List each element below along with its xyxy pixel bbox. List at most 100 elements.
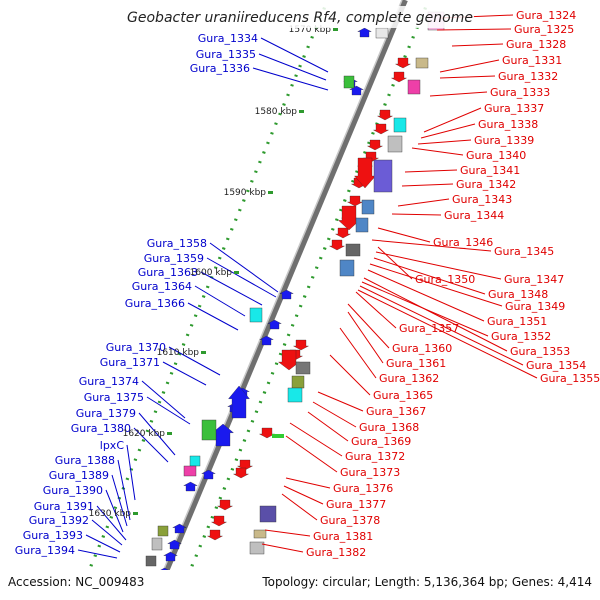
gene-feature-cyan [189, 455, 201, 467]
gene-label-right: Gura_1377 [326, 498, 386, 511]
gene-label-left: Gura_1391 [34, 500, 94, 513]
gene-label-right: Gura_1382 [306, 546, 366, 559]
gene-label-left: Gura_1334 [198, 32, 258, 45]
gene-label-right: Gura_1362 [379, 372, 439, 385]
scale-label: 1570 kbp [289, 25, 332, 35]
gene-label-right: Gura_1353 [510, 345, 570, 358]
gene-feature-cyan [393, 117, 407, 133]
minus-strand-arrow [357, 27, 372, 38]
gene-label-left: Gura_1335 [196, 48, 256, 61]
gene-feature-cyan [287, 387, 303, 403]
gene-feature-grey [375, 27, 389, 39]
gene-label-left: Gura_1358 [147, 237, 207, 250]
gene-label-right: Gura_1369 [351, 435, 411, 448]
plus-strand-arrow [329, 239, 345, 251]
scale-label: 1600 kbp [190, 268, 233, 278]
minus-strand-arrow-large [228, 385, 250, 419]
gene-label-right: Gura_1341 [460, 164, 520, 177]
minus-strand-arrow [279, 289, 294, 300]
plus-strand-arrow [237, 459, 253, 471]
gene-label-right: Gura_1378 [320, 514, 380, 527]
gene-label-left: Gura_1363 [138, 266, 198, 279]
plus-strand-arrow-large [338, 205, 360, 231]
gene-label-right: Gura_1331 [502, 54, 562, 67]
gene-label-left: Gura_1374 [79, 375, 139, 388]
gene-feature-steel [339, 259, 355, 277]
gene-label-right: Gura_1339 [474, 134, 534, 147]
gene-label-right: Gura_1357 [399, 322, 459, 335]
gene-feature-tan [253, 529, 267, 539]
gene-label-right: Gura_1340 [466, 149, 526, 162]
gene-feature-grey [249, 541, 265, 555]
gene-feature-magenta [407, 79, 421, 95]
right-leader-lines [261, 14, 538, 553]
plus-strand-arrow [293, 339, 309, 351]
scale-label: 1630 kbp [89, 509, 132, 519]
plus-strand-arrow [391, 71, 407, 83]
plus-strand-arrow [207, 529, 223, 541]
gene-label-left: Gura_1370 [106, 341, 166, 354]
gene-label-right: Gura_1360 [392, 342, 452, 355]
gene-feature-dark [295, 361, 311, 375]
left-leader-lines [77, 37, 329, 559]
gene-label-right: Gura_1350 [415, 273, 475, 286]
gene-feature-olive [157, 525, 169, 537]
gene-label-left: Gura_1336 [190, 62, 250, 75]
scale-label: 1580 kbp [255, 107, 298, 117]
plus-strand-arrow-large [278, 349, 300, 371]
gene-label-right: Gura_1338 [478, 118, 538, 131]
gene-label-right: Gura_1352 [491, 330, 551, 343]
gene-label-right: Gura_1381 [313, 530, 373, 543]
gene-feature-steel [355, 217, 369, 233]
scale-label: 1590 kbp [224, 188, 267, 198]
gene-label-left: Gura_1388 [55, 454, 115, 467]
minus-strand-arrow [201, 469, 216, 480]
gene-label-right: Gura_1351 [487, 315, 547, 328]
gene-label-left: Gura_1380 [71, 422, 131, 435]
minus-strand-arrow [183, 481, 198, 492]
gene-label-right: Gura_1365 [373, 389, 433, 402]
plus-strand-arrow [217, 499, 233, 511]
gene-label-right: Gura_1354 [526, 359, 586, 372]
gene-label-right: Gura_1324 [516, 9, 576, 22]
plus-strand-arrow [259, 427, 275, 439]
gene-label-left: Gura_1390 [43, 484, 103, 497]
scale-label: 1610 kbp [157, 348, 200, 358]
gene-label-left: Gura_1364 [132, 280, 192, 293]
gene-features [145, 11, 445, 594]
genome-backbone [151, 0, 408, 600]
minus-strand-arrow [163, 551, 178, 562]
gene-label-right: Gura_1333 [490, 86, 550, 99]
gene-label-right: Gura_1361 [386, 357, 446, 370]
scale-label: 1620 kbp [123, 429, 166, 439]
gene-feature-green [201, 419, 217, 441]
gene-label-left: Gura_1394 [15, 544, 75, 557]
gene-label-right: Gura_1348 [488, 288, 548, 301]
gene-label-left: Gura_1359 [144, 252, 204, 265]
gene-label-right: Gura_1347 [504, 273, 564, 286]
gene-label-right: Gura_1376 [333, 482, 393, 495]
gene-feature-olive [291, 375, 305, 389]
gene-label-right: Gura_1372 [345, 450, 405, 463]
gene-label-right: Gura_1344 [444, 209, 504, 222]
minus-strand-arrow [267, 319, 282, 330]
plus-strand-arrow [395, 57, 411, 69]
gene-label-left: Gura_1389 [49, 469, 109, 482]
gene-feature-dark [345, 243, 361, 257]
gene-label-left: Gura_1393 [23, 529, 83, 542]
gene-label-right: Gura_1337 [484, 102, 544, 115]
gene-feature-tan [415, 57, 429, 69]
gene-label-left: lpxC [100, 439, 125, 452]
gene-label-right: Gura_1345 [494, 245, 554, 258]
scale-ticks [85, 7, 427, 577]
gene-label-right: Gura_1325 [514, 23, 574, 36]
gene-label-right: Gura_1355 [540, 372, 600, 385]
plus-strand-arrow-large [354, 157, 376, 189]
plus-strand-arrow [377, 109, 393, 121]
gene-feature-grey [387, 135, 403, 153]
genome-summary: Topology: circular; Length: 5,136,364 bp… [261, 575, 592, 589]
plus-strand-arrow [373, 123, 389, 135]
gene-label-right: Gura_1342 [456, 178, 516, 191]
